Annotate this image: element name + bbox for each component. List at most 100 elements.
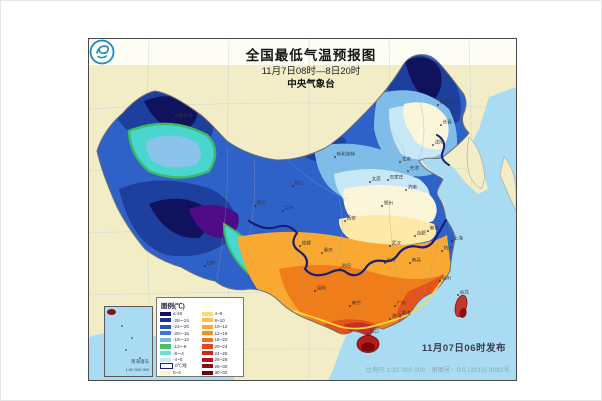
legend-swatch <box>201 344 213 349</box>
city-dot <box>321 252 323 254</box>
legend-range-label: -20~-16 <box>173 330 189 336</box>
city-dot <box>427 230 429 232</box>
legend-swatch <box>160 324 171 329</box>
city-label: 西安 <box>347 215 357 222</box>
city-dot <box>292 185 294 187</box>
legend-swatch <box>160 350 171 356</box>
legend-swatch <box>201 318 213 323</box>
hainan-island <box>356 335 380 353</box>
inset-island-dot <box>131 337 133 339</box>
legend-range-label: 24~26 <box>214 350 228 356</box>
legend-range-label: -16~-12 <box>173 337 189 343</box>
cma-logo-icon <box>89 39 115 65</box>
city-dot <box>407 170 409 172</box>
city-label: 成都 <box>302 240 312 247</box>
city-dot <box>339 268 341 270</box>
legend-entry: -24~-20 <box>160 324 199 329</box>
city-dot <box>432 144 434 146</box>
city-label: 乌鲁木齐 <box>175 113 194 120</box>
legend-entry: 16~20 <box>201 337 241 343</box>
legend-range-label: -8~-4 <box>173 350 184 356</box>
city-label: 澳门 <box>392 313 402 320</box>
legend-entry: -4~0 <box>160 357 199 362</box>
legend-range-label: 4~8 <box>214 311 223 317</box>
legend-column-right: 4~8 8~10 10~12 12~16 16~20 20~24 24~26 26~28 28~… <box>201 311 241 375</box>
inset-island-dot <box>121 325 123 327</box>
legend-swatch <box>201 364 213 369</box>
legend-swatch <box>160 318 171 323</box>
city-label: 北京 <box>402 156 412 163</box>
legend-swatch <box>201 350 213 356</box>
legend-range-label: 0℃线 <box>175 363 187 369</box>
map-scale-approval: 比例尺 1:32 000 000 审图号：GS (2019) 3082号 <box>365 368 510 374</box>
city-label: 台北 <box>460 289 470 296</box>
city-dot <box>451 240 453 242</box>
legend-range-label: 8~10 <box>214 317 225 323</box>
legend-box: 图例(℃) ≤-28 -28~-24 -24~-20 -20~-16 -16~-12 -1… <box>156 297 244 377</box>
city-dot <box>334 156 336 158</box>
city-dot <box>204 265 206 267</box>
legend-entry: -20~-16 <box>160 331 199 336</box>
weather-map-panel: 乌鲁木齐 哈尔滨 长春 沈阳 呼和浩特 北京 天津 石家庄 太原 济南 银川 西宁 兰州 郑州 西安 拉萨 成都… <box>88 38 517 381</box>
legend-range-label: -28~-24 <box>173 317 189 323</box>
legend-range-label: 0~4 <box>173 370 181 376</box>
inset-island-dot <box>125 349 127 351</box>
city-dot <box>409 262 411 264</box>
legend-range-label: -4~0 <box>173 357 183 363</box>
korea-peninsula <box>466 136 485 190</box>
legend-range-label: -12~-8 <box>173 343 187 349</box>
inset-scale: 1:60 000 000 <box>125 367 149 372</box>
zero-degree-line <box>247 218 448 277</box>
city-dot <box>381 205 383 207</box>
city-dot <box>439 280 441 282</box>
legend-swatch <box>160 331 171 336</box>
legend-entry: -16~-12 <box>160 337 199 342</box>
city-label: 西宁 <box>257 200 267 207</box>
japan-sliver <box>499 156 516 212</box>
legend-swatch <box>160 337 171 342</box>
legend-entry: 10~12 <box>201 324 241 329</box>
city-label: 哈尔滨 <box>440 99 454 106</box>
city-label: 武汉 <box>392 240 402 247</box>
city-label: 沈阳 <box>435 139 445 146</box>
city-dot <box>405 189 407 191</box>
zero-degree-line-northeast <box>436 134 450 166</box>
legend-entry: 24~26 <box>201 350 241 356</box>
legend-entry: -28~-24 <box>160 318 199 323</box>
city-label: 郑州 <box>384 200 394 207</box>
legend-entry: 30~32 <box>201 370 241 375</box>
city-dot <box>414 235 416 237</box>
legend-title: 图例(℃) <box>161 303 185 310</box>
south-isotherm-line <box>293 274 446 330</box>
legend-range-label: 28~30 <box>214 363 228 369</box>
inset-island-dot <box>139 357 141 359</box>
legend-range-label: 20~24 <box>214 343 228 349</box>
inset-label: 南海诸岛 <box>131 359 149 364</box>
legend-entry: -8~-4 <box>160 350 199 356</box>
legend-range-label: -24~-20 <box>173 324 189 330</box>
city-label: 杭州 <box>444 245 454 252</box>
legend-swatch <box>160 357 171 362</box>
city-label: 贵阳 <box>342 263 352 270</box>
publish-time: 11月07日06时发布 <box>421 343 506 354</box>
city-dot <box>384 262 386 264</box>
legend-entry: 0~4 <box>160 370 199 375</box>
city-dot <box>314 290 316 292</box>
city-dot <box>369 181 371 183</box>
legend-range-label: 16~20 <box>214 337 228 343</box>
city-label: 呼和浩特 <box>337 151 356 158</box>
legend-entry: 26~28 <box>201 357 241 362</box>
legend-entry: 20~24 <box>201 343 241 349</box>
city-label: 合肥 <box>417 230 427 237</box>
city-label: 银川 <box>295 180 305 187</box>
legend-swatch <box>160 344 171 349</box>
legend-entry: 28~30 <box>201 363 241 369</box>
city-dot <box>440 124 442 126</box>
city-label: 南宁 <box>352 300 362 306</box>
legend-swatch <box>201 337 213 342</box>
legend-swatch <box>160 363 173 370</box>
city-dot <box>349 305 351 307</box>
city-label: 石家庄 <box>390 174 404 181</box>
city-label: 兰州 <box>285 205 295 211</box>
